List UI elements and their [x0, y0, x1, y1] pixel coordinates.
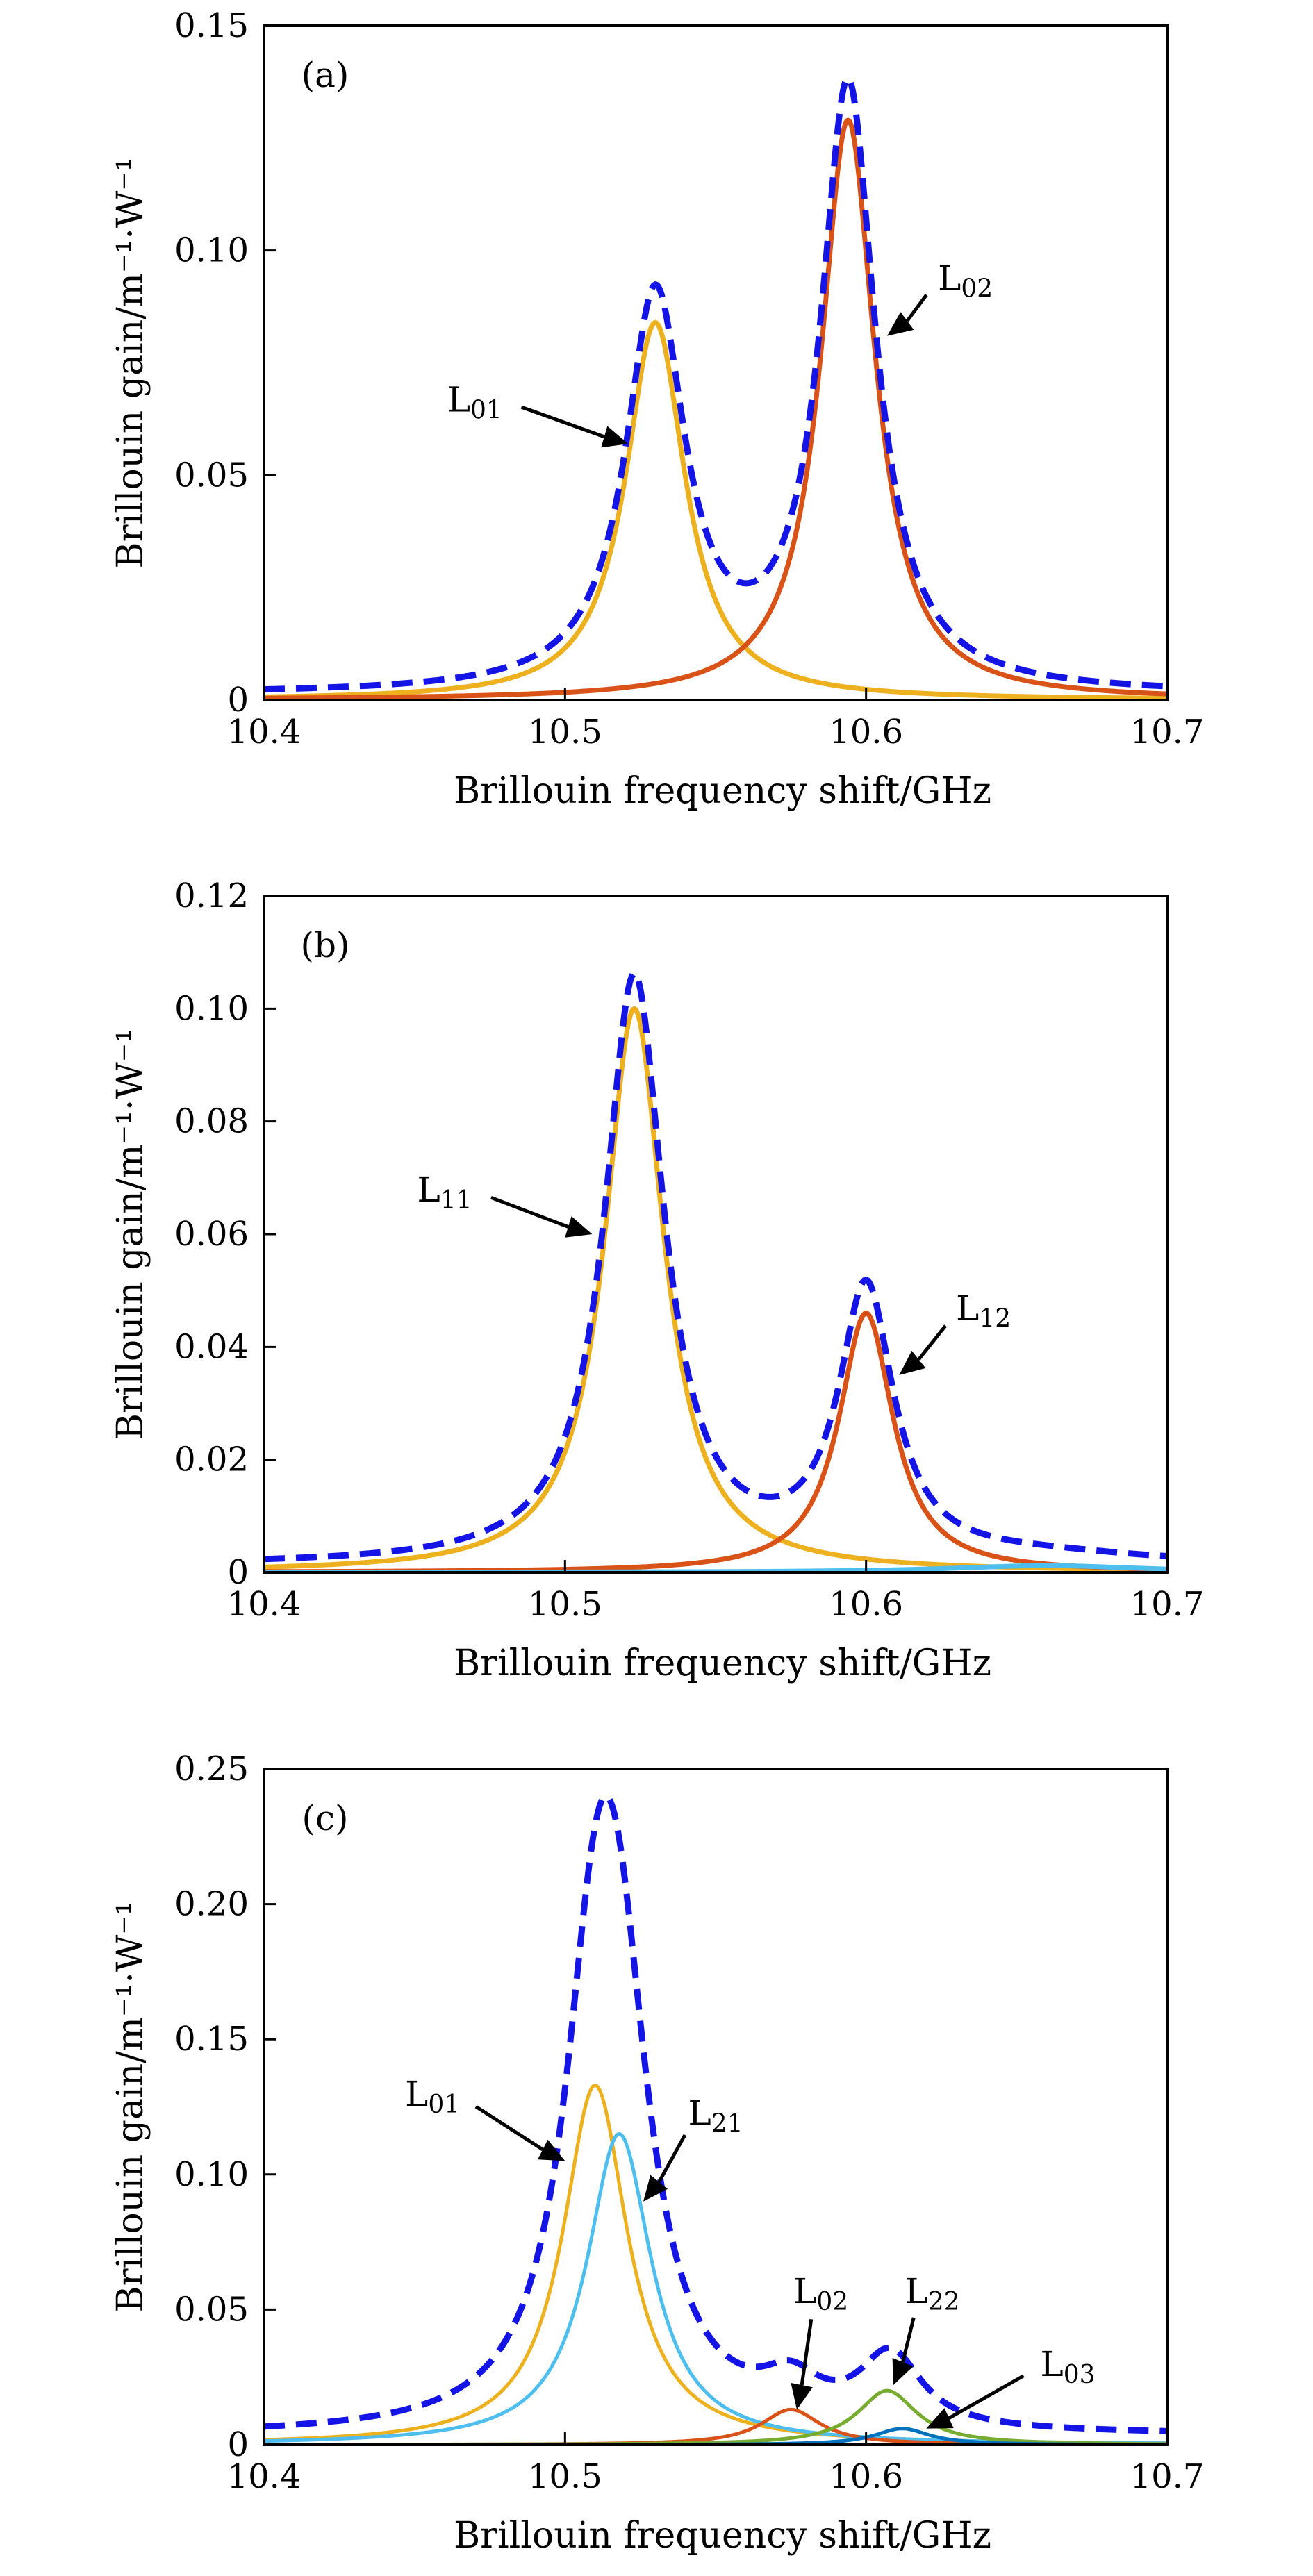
x-tick-label: 10.7: [1130, 2457, 1205, 2496]
x-tick-label: 10.6: [829, 2457, 903, 2496]
x-tick-label: 10.7: [1130, 713, 1205, 751]
y-tick-label: 0.10: [174, 989, 249, 1028]
annotation-label-l02: L02: [938, 258, 993, 304]
plot-frame: [263, 1768, 1169, 2446]
y-axis-label: Brillouin gain/m⁻¹·W⁻¹: [110, 1901, 151, 2312]
x-tick-label: 10.7: [1130, 1585, 1205, 1624]
series-line-l01: [264, 2083, 1167, 2445]
y-tick-label: 0.15: [174, 2020, 249, 2059]
y-axis-label: Brillouin gain/m⁻¹·W⁻¹: [110, 1029, 151, 1440]
chart-panel-a: 10.4 10.5 10.6 10.7 0 0.05 0.10 0.15 Brillouin f…: [110, 6, 1204, 812]
y-tick-label: 0.02: [174, 1440, 249, 1479]
x-axis-label: Brillouin frequency shift/GHz: [454, 2515, 991, 2557]
annotation-arrow: [900, 2317, 916, 2363]
x-axis-label: Brillouin frequency shift/GHz: [454, 770, 991, 812]
y-tick-label: 0.15: [174, 6, 249, 45]
series-line-l12: [264, 1311, 1167, 1572]
plot-frame: [263, 895, 1169, 1574]
series-line-l11: [264, 1006, 1167, 1572]
y-axis-label: Brillouin gain/m⁻¹·W⁻¹: [110, 157, 151, 568]
x-tick-label: 10.6: [829, 1585, 903, 1624]
annotation-arrowhead: [537, 2139, 565, 2161]
chart-panel-b: 10.4 10.5 10.6 10.7 0 0.02 0.04 0.06 0.08 0.10 0.1…: [110, 876, 1204, 1684]
y-tick-label: 0.12: [174, 876, 249, 915]
x-tick-label: 10.5: [528, 2457, 602, 2496]
annotation-label-l03: L03: [1040, 2344, 1095, 2389]
annotation-arrow: [520, 405, 605, 439]
annotation-arrowhead: [791, 2382, 813, 2410]
chart-panel-c: 10.4 10.5 10.6 10.7 0 0.05 0.10 0.15 0.20 0.25 Bri…: [110, 1750, 1204, 2557]
y-tick-label: 0.20: [174, 1885, 249, 1924]
x-tick-label: 10.6: [829, 713, 903, 751]
annotation-arrow: [948, 2374, 1025, 2420]
series-line-l02: [264, 2407, 1167, 2445]
series-line-l01: [264, 319, 1167, 700]
annotation-arrow: [800, 2318, 814, 2386]
annotation-label-l11: L11: [417, 1170, 472, 1215]
y-tick-label: 0.04: [174, 1327, 249, 1366]
y-tick-label: 0.05: [174, 456, 249, 495]
annotation-arrowhead: [892, 2357, 914, 2386]
x-tick-label: 10.5: [528, 1585, 602, 1624]
annotation-arrow: [917, 1324, 948, 1361]
y-tick-label: 0.05: [174, 2290, 249, 2329]
annotation-arrow: [490, 1196, 569, 1229]
annotation-arrowhead: [643, 2175, 668, 2202]
series-line-l02: [264, 117, 1167, 700]
y-tick-label: 0: [227, 681, 249, 720]
y-tick-label: 0.10: [174, 2155, 249, 2194]
annotation-label-l01: L01: [447, 379, 502, 424]
x-tick-label: 10.5: [528, 713, 602, 751]
annotation-arrowhead: [899, 1350, 926, 1375]
annotation-arrowhead: [601, 426, 629, 448]
annotation-arrow: [657, 2134, 687, 2183]
curves: [264, 970, 1167, 1572]
y-tick-label: 0.10: [174, 231, 249, 270]
annotation-arrow: [905, 294, 928, 322]
y-tick-label: 0.06: [174, 1215, 249, 1254]
series-line-total: [264, 970, 1167, 1563]
annotation-label-l22: L22: [905, 2271, 959, 2316]
y-tick-label: 0.08: [174, 1102, 249, 1141]
annotation-label-l12: L12: [956, 1288, 1011, 1333]
y-tick-label: 0: [227, 2425, 249, 2464]
x-axis-label: Brillouin frequency shift/GHz: [454, 1643, 991, 1684]
series-line-total: [264, 1793, 1167, 2434]
annotation-label-l01: L01: [405, 2074, 460, 2119]
annotation-arrowhead: [887, 312, 914, 336]
panel-label: (b): [300, 925, 349, 965]
x-tick-label: 10.4: [227, 713, 302, 751]
series-line-l21: [264, 2132, 1167, 2445]
annotation-arrow: [474, 2105, 544, 2152]
y-tick-label: 0.25: [174, 1750, 249, 1788]
panel-label: (a): [302, 55, 349, 95]
x-tick-label: 10.4: [227, 2457, 302, 2496]
annotation-arrowhead: [926, 2408, 954, 2429]
plot-frame: [263, 24, 1169, 701]
annotation-label-l02: L02: [793, 2271, 848, 2316]
annotation-label-l21: L21: [688, 2093, 743, 2138]
y-tick-label: 0: [227, 1553, 249, 1592]
curves: [264, 74, 1167, 700]
annotation-arrowhead: [565, 1216, 593, 1238]
x-tick-label: 10.4: [227, 1585, 302, 1624]
series-line-total: [264, 74, 1167, 693]
panel-label: (c): [302, 1798, 348, 1838]
